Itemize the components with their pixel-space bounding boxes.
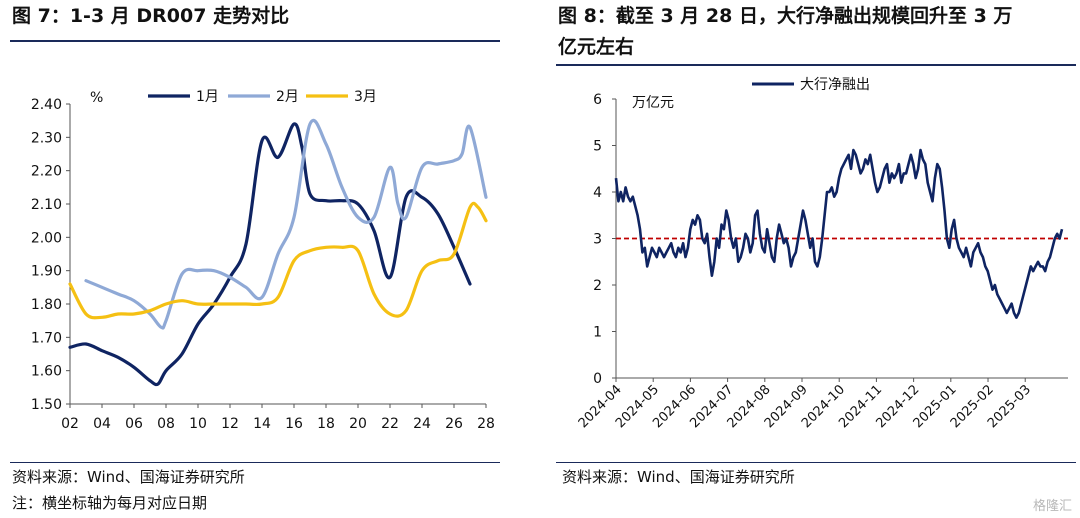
x-tick-label: 20 — [349, 416, 367, 432]
series-line-2 — [84, 118, 488, 330]
left-note: 注：横坐标轴为每月对应日期 — [12, 494, 208, 512]
right-chart-title-line2: 亿元左右 — [558, 36, 635, 58]
y-tick-label: 1 — [593, 325, 602, 341]
y-tick-label: 4 — [593, 185, 602, 201]
y-axis-unit: % — [90, 90, 103, 106]
x-tick-label: 22 — [381, 416, 399, 432]
series-line-net-lending — [614, 148, 1064, 319]
y-tick-label: 5 — [593, 139, 602, 155]
y-tick-label: 2.20 — [31, 164, 62, 180]
y-tick-label: 2.40 — [31, 97, 62, 113]
dr007-comparison-chart: 1.50 1.60 1.70 1.80 1.90 2.00 2.10 2.20 2.30 2.40… — [31, 89, 495, 432]
y-axis-unit: 万亿元 — [632, 95, 674, 111]
y-tick-label: 2.00 — [31, 230, 62, 246]
x-tick-label: 28 — [477, 416, 495, 432]
legend-label: 1月 — [196, 89, 219, 105]
legend-item: 3月 — [306, 89, 377, 105]
right-chart-title-line1: 图 8：截至 3 月 28 日，大行净融出规模回升至 3 万 — [558, 5, 1013, 27]
y-tick-label: 1.90 — [31, 264, 62, 280]
legend-label: 大行净融出 — [800, 77, 870, 93]
legend-item: 2月 — [228, 89, 299, 105]
x-tick-label: 16 — [285, 416, 303, 432]
y-tick-label: 1.80 — [31, 297, 62, 313]
y-tick-label: 1.60 — [31, 364, 62, 380]
x-tick-label: 04 — [93, 416, 111, 432]
y-tick-label: 2.10 — [31, 197, 62, 213]
x-tick-label: 08 — [157, 416, 175, 432]
x-tick-label: 06 — [125, 416, 143, 432]
watermark-logo: 格隆汇 — [1032, 499, 1072, 514]
right-source: 资料来源：Wind、国海证券研究所 — [562, 468, 795, 486]
x-tick-label: 26 — [445, 416, 463, 432]
left-title-rule — [10, 40, 500, 42]
y-tick-label: 1.50 — [31, 397, 62, 413]
legend-label: 3月 — [354, 89, 377, 105]
left-source: 资料来源：Wind、国海证券研究所 — [12, 468, 245, 486]
x-tick-label: 18 — [317, 416, 335, 432]
x-tick-label: 12 — [221, 416, 239, 432]
legend-item: 1月 — [148, 89, 219, 105]
y-tick-label: 2 — [593, 278, 602, 294]
series-line-1 — [68, 122, 472, 387]
y-tick-label: 0 — [593, 371, 602, 387]
x-tick-label: 14 — [253, 416, 271, 432]
y-tick-label: 6 — [593, 92, 602, 108]
series-line-3 — [68, 201, 488, 320]
legend-item: 大行净融出 — [752, 77, 870, 93]
x-tick-label: 02 — [61, 416, 79, 432]
y-tick-label: 2.30 — [31, 130, 62, 146]
left-source-rule — [10, 462, 500, 463]
left-chart-title: 图 7：1-3 月 DR007 走势对比 — [12, 5, 290, 27]
right-source-rule — [556, 462, 1076, 463]
legend-label: 2月 — [276, 89, 299, 105]
y-tick-label: 1.70 — [31, 330, 62, 346]
y-tick-label: 3 — [593, 232, 602, 248]
x-tick-label: 10 — [189, 416, 207, 432]
x-tick-label: 24 — [413, 416, 431, 432]
right-title-rule — [556, 64, 1076, 66]
